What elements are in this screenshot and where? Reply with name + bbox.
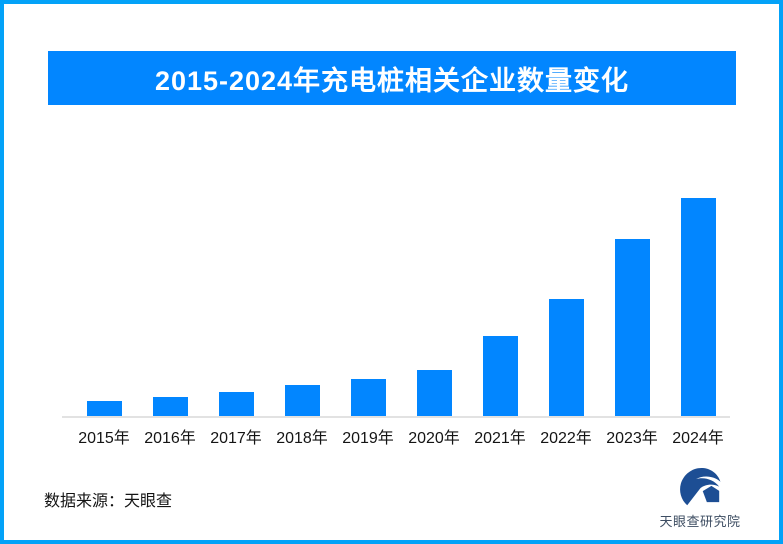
bar-column: [269, 198, 335, 416]
x-axis-labels: 2015年 2016年 2017年 2018年 2019年 2020年 2021年 2022年…: [71, 424, 731, 448]
tianyancha-logo: 天眼查研究院: [650, 466, 750, 530]
bar-2016年: [152, 397, 188, 416]
x-axis-label-2023年: 2023年: [606, 430, 658, 447]
bar-2020年: [416, 370, 452, 416]
x-axis-label-2022年: 2022年: [540, 430, 592, 447]
x-axis-label-2017年: 2017年: [210, 430, 262, 447]
bar-chart: [71, 198, 731, 416]
bar-column: [335, 198, 401, 416]
tianyancha-eye-swoosh-icon: [680, 467, 721, 506]
bar-column: [203, 198, 269, 416]
chart-title: 2015-2024年充电桩相关企业数量变化: [154, 65, 630, 96]
bar-2015年: [86, 401, 122, 416]
bar-column: [401, 198, 467, 416]
bar-2023年: [614, 239, 650, 416]
bar-column: [533, 198, 599, 416]
bar-2018年: [284, 385, 320, 416]
x-axis-label-2016年: 2016年: [144, 430, 196, 447]
x-axis-label-2020年: 2020年: [408, 430, 460, 447]
x-axis-label-2019年: 2019年: [342, 430, 394, 447]
data-source-label: 数据来源：天眼查: [44, 493, 173, 510]
bar-2024年: [680, 198, 716, 416]
bar-2017年: [218, 392, 254, 416]
x-axis-label-2021年: 2021年: [474, 430, 526, 447]
x-axis-label-2018年: 2018年: [276, 430, 328, 447]
chart-title-banner: 2015-2024年充电桩相关企业数量变化: [48, 51, 736, 105]
x-axis-label-2024年: 2024年: [672, 430, 724, 447]
x-axis-line: [62, 416, 730, 418]
bar-2021年: [482, 336, 518, 416]
x-axis-label-2015年: 2015年: [78, 430, 130, 447]
bar-column: [71, 198, 137, 416]
tianyancha-logo-text: 天眼查研究院: [659, 514, 741, 529]
bar-2022年: [548, 299, 584, 416]
bar-column: [599, 198, 665, 416]
bar-column: [467, 198, 533, 416]
bar-2019年: [350, 379, 386, 416]
bar-column: [137, 198, 203, 416]
bar-column: [665, 198, 731, 416]
